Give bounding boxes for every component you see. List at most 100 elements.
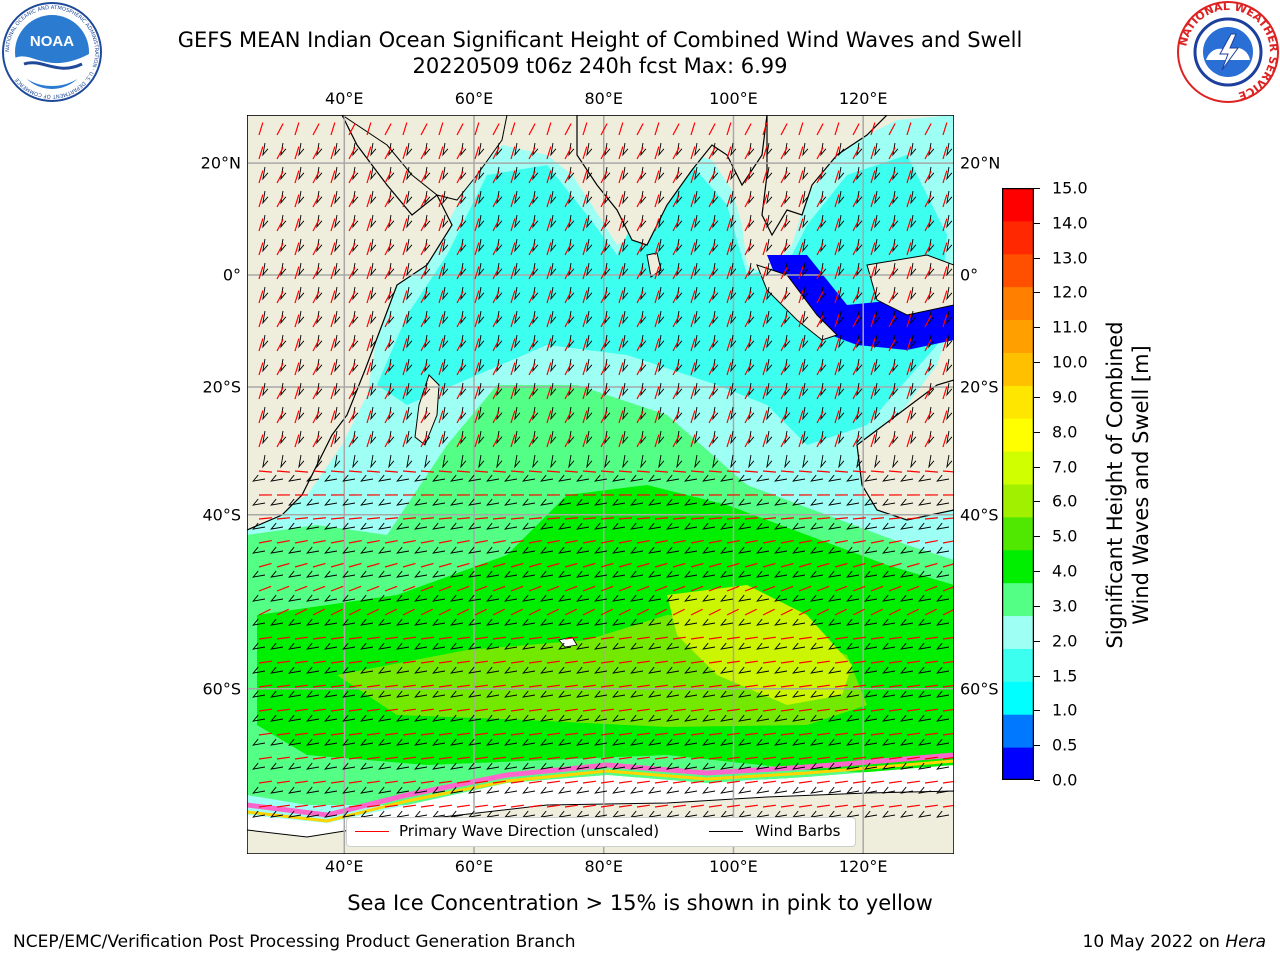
colorbar-label: 12.0	[1052, 282, 1088, 302]
wind-barb	[738, 786, 752, 794]
wind-barb	[900, 498, 914, 506]
wave-arrow	[834, 756, 848, 760]
wave-arrow	[942, 122, 948, 136]
wind-barb	[936, 522, 950, 530]
wave-arrow	[492, 147, 500, 160]
wind-barb	[280, 238, 287, 253]
wave-arrow	[618, 362, 624, 376]
colorbar-segment	[1002, 516, 1034, 551]
wind-barb	[658, 334, 665, 349]
wind-barb	[414, 474, 428, 482]
wave-arrow	[312, 267, 320, 280]
wave-arrow	[888, 780, 902, 784]
wave-arrow	[600, 243, 608, 256]
wind-barb	[352, 262, 359, 277]
wave-arrow	[924, 708, 938, 712]
wave-arrow	[510, 386, 516, 400]
wave-arrow	[924, 660, 938, 664]
legend-barbs-label: Wind Barbs	[755, 822, 841, 840]
wave-arrow	[384, 315, 392, 328]
wave-arrow	[366, 470, 381, 473]
wave-arrow	[438, 470, 453, 473]
wave-arrow	[474, 585, 488, 592]
wave-arrow	[906, 314, 912, 328]
wave-arrow	[762, 636, 776, 640]
wind-barb	[586, 358, 593, 373]
wind-barb	[370, 166, 377, 181]
wind-barb	[360, 498, 374, 506]
wave-arrow	[618, 756, 632, 760]
wind-barb	[334, 190, 341, 205]
wind-barb	[342, 786, 356, 794]
wave-arrow	[672, 147, 680, 160]
wave-arrow	[276, 171, 284, 184]
wind-barb	[712, 166, 719, 181]
wind-barb	[756, 690, 770, 698]
wave-arrow	[834, 780, 848, 784]
wind-barb	[694, 166, 701, 181]
wind-barb	[532, 382, 539, 397]
wave-arrow	[816, 540, 830, 544]
wave-arrow	[474, 660, 488, 664]
wave-arrow	[474, 338, 480, 352]
wind-barb	[360, 546, 374, 554]
wind-barb	[342, 546, 356, 554]
credit-branch: NCEP/EMC/Verification Post Processing Pr…	[13, 932, 576, 952]
wind-barb	[450, 690, 464, 698]
wind-barb	[486, 498, 500, 506]
wave-arrow	[744, 219, 752, 232]
wind-barb	[622, 262, 629, 277]
wave-arrow	[780, 435, 788, 448]
colorbar-title-line1: Significant Height of Combined	[1103, 321, 1127, 649]
wave-arrow	[888, 363, 896, 376]
wave-arrow	[690, 756, 704, 760]
wave-arrow	[708, 243, 716, 256]
wind-barb	[424, 214, 431, 229]
wave-arrow	[852, 756, 866, 760]
wave-arrow	[888, 608, 901, 616]
wave-arrow	[402, 636, 416, 640]
wave-arrow	[762, 386, 768, 400]
wave-arrow	[924, 684, 938, 688]
colorbar-segment	[1002, 352, 1034, 386]
wave-arrow	[726, 756, 740, 760]
wave-arrow	[852, 780, 866, 784]
wind-barb	[792, 714, 806, 722]
wave-arrow	[402, 122, 408, 136]
wave-arrow	[348, 291, 356, 304]
wave-arrow	[600, 756, 614, 760]
wind-barb	[316, 286, 323, 301]
wind-barb	[406, 406, 413, 421]
wave-arrow	[780, 540, 794, 544]
wind-barb	[846, 666, 860, 674]
wind-barb	[684, 546, 698, 554]
wave-arrow	[456, 540, 470, 544]
wind-barb	[900, 570, 914, 578]
wind-barb	[514, 430, 521, 445]
wave-arrow	[294, 410, 300, 424]
wind-barb	[864, 762, 878, 770]
wind-barb	[756, 594, 770, 602]
wind-barb	[316, 262, 323, 277]
wave-arrow	[744, 339, 752, 352]
wave-arrow	[852, 147, 860, 160]
wave-arrow	[708, 171, 716, 184]
wave-arrow	[690, 242, 696, 256]
wave-arrow	[726, 170, 732, 184]
wave-arrow	[798, 540, 812, 544]
wind-barb	[252, 810, 266, 818]
wave-arrow	[492, 195, 500, 208]
wind-barb	[946, 214, 953, 229]
wind-barb	[820, 142, 827, 157]
wind-barb	[360, 786, 374, 794]
wind-barb	[612, 498, 626, 506]
wave-arrow	[708, 411, 716, 424]
wind-barb	[622, 310, 629, 325]
wind-barb	[856, 214, 863, 229]
wind-barb	[702, 762, 716, 770]
wind-barb	[882, 738, 896, 746]
wind-barb	[820, 190, 827, 205]
wind-barb	[586, 286, 593, 301]
wave-arrow	[438, 338, 444, 352]
wind-barb	[658, 358, 665, 373]
